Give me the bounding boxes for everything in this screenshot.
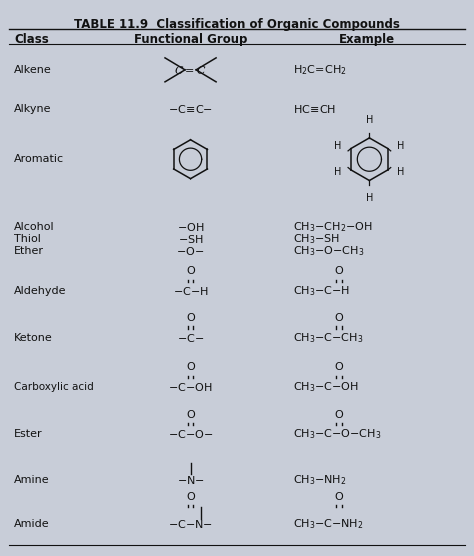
- Text: Amine: Amine: [14, 475, 50, 485]
- Text: CH$_3$$-$C$-$H: CH$_3$$-$C$-$H: [293, 284, 350, 298]
- Text: O: O: [335, 266, 344, 276]
- Text: CH$_3$$-$NH$_2$: CH$_3$$-$NH$_2$: [293, 473, 346, 486]
- Text: Alcohol: Alcohol: [14, 222, 55, 232]
- Text: CH$_3$$-$SH: CH$_3$$-$SH: [293, 232, 340, 246]
- Text: CH$_3$$-$C$-$O$-$CH$_3$: CH$_3$$-$C$-$O$-$CH$_3$: [293, 428, 381, 441]
- Text: Carboxylic acid: Carboxylic acid: [14, 382, 94, 392]
- Text: CH$_3$$-$C$-$CH$_3$: CH$_3$$-$C$-$CH$_3$: [293, 331, 363, 345]
- Text: $-$C$-$N$-$: $-$C$-$N$-$: [168, 518, 213, 530]
- Text: Ketone: Ketone: [14, 333, 53, 343]
- Text: $-$OH: $-$OH: [177, 221, 204, 233]
- Text: $-$C$-$: $-$C$-$: [177, 332, 204, 344]
- Text: Amide: Amide: [14, 519, 50, 529]
- Text: O: O: [335, 492, 344, 502]
- Text: Aromatic: Aromatic: [14, 154, 64, 164]
- Text: Alkene: Alkene: [14, 65, 52, 75]
- Text: H: H: [397, 167, 405, 177]
- Text: O: O: [335, 363, 344, 373]
- Text: O: O: [335, 410, 344, 420]
- Text: Class: Class: [14, 33, 49, 46]
- Text: $-$N$-$: $-$N$-$: [177, 474, 204, 485]
- Text: O: O: [186, 492, 195, 502]
- Text: CH$_3$$-$C$-$OH: CH$_3$$-$C$-$OH: [293, 380, 359, 394]
- Text: Example: Example: [339, 33, 395, 46]
- Text: CH$_3$$-$C$-$NH$_2$: CH$_3$$-$C$-$NH$_2$: [293, 518, 363, 531]
- Text: O: O: [335, 314, 344, 324]
- Text: C$=$C: C$=$C: [174, 64, 207, 76]
- Text: HC$\!\equiv\!$CH: HC$\!\equiv\!$CH: [293, 103, 336, 115]
- Text: H: H: [334, 141, 341, 151]
- Text: Ester: Ester: [14, 429, 43, 439]
- Text: O: O: [186, 363, 195, 373]
- Text: H: H: [334, 167, 341, 177]
- Text: $-$SH: $-$SH: [178, 233, 203, 245]
- Text: $-$C$\!\equiv\!$C$-$: $-$C$\!\equiv\!$C$-$: [168, 103, 213, 115]
- Text: O: O: [186, 314, 195, 324]
- Text: $-$C$-$OH: $-$C$-$OH: [168, 381, 213, 393]
- Text: $-$C$-$H: $-$C$-$H: [173, 285, 209, 297]
- Text: O: O: [186, 410, 195, 420]
- Text: H: H: [366, 115, 373, 125]
- Text: Thiol: Thiol: [14, 234, 41, 244]
- Text: O: O: [186, 266, 195, 276]
- Text: TABLE 11.9  Classification of Organic Compounds: TABLE 11.9 Classification of Organic Com…: [74, 18, 400, 31]
- Text: $-$C$-$O$-$: $-$C$-$O$-$: [168, 428, 213, 440]
- Text: Aldehyde: Aldehyde: [14, 286, 66, 296]
- Text: CH$_3$$-$CH$_2$$-$OH: CH$_3$$-$CH$_2$$-$OH: [293, 220, 373, 234]
- Text: H: H: [366, 193, 373, 203]
- Text: H$_2$C$\!=\!$CH$_2$: H$_2$C$\!=\!$CH$_2$: [293, 63, 346, 77]
- Text: Ether: Ether: [14, 246, 44, 256]
- Text: Functional Group: Functional Group: [134, 33, 247, 46]
- Text: $-$O$-$: $-$O$-$: [176, 245, 205, 257]
- Text: H: H: [397, 141, 405, 151]
- Text: CH$_3$$-$O$-$CH$_3$: CH$_3$$-$O$-$CH$_3$: [293, 244, 364, 257]
- Text: Alkyne: Alkyne: [14, 104, 52, 114]
